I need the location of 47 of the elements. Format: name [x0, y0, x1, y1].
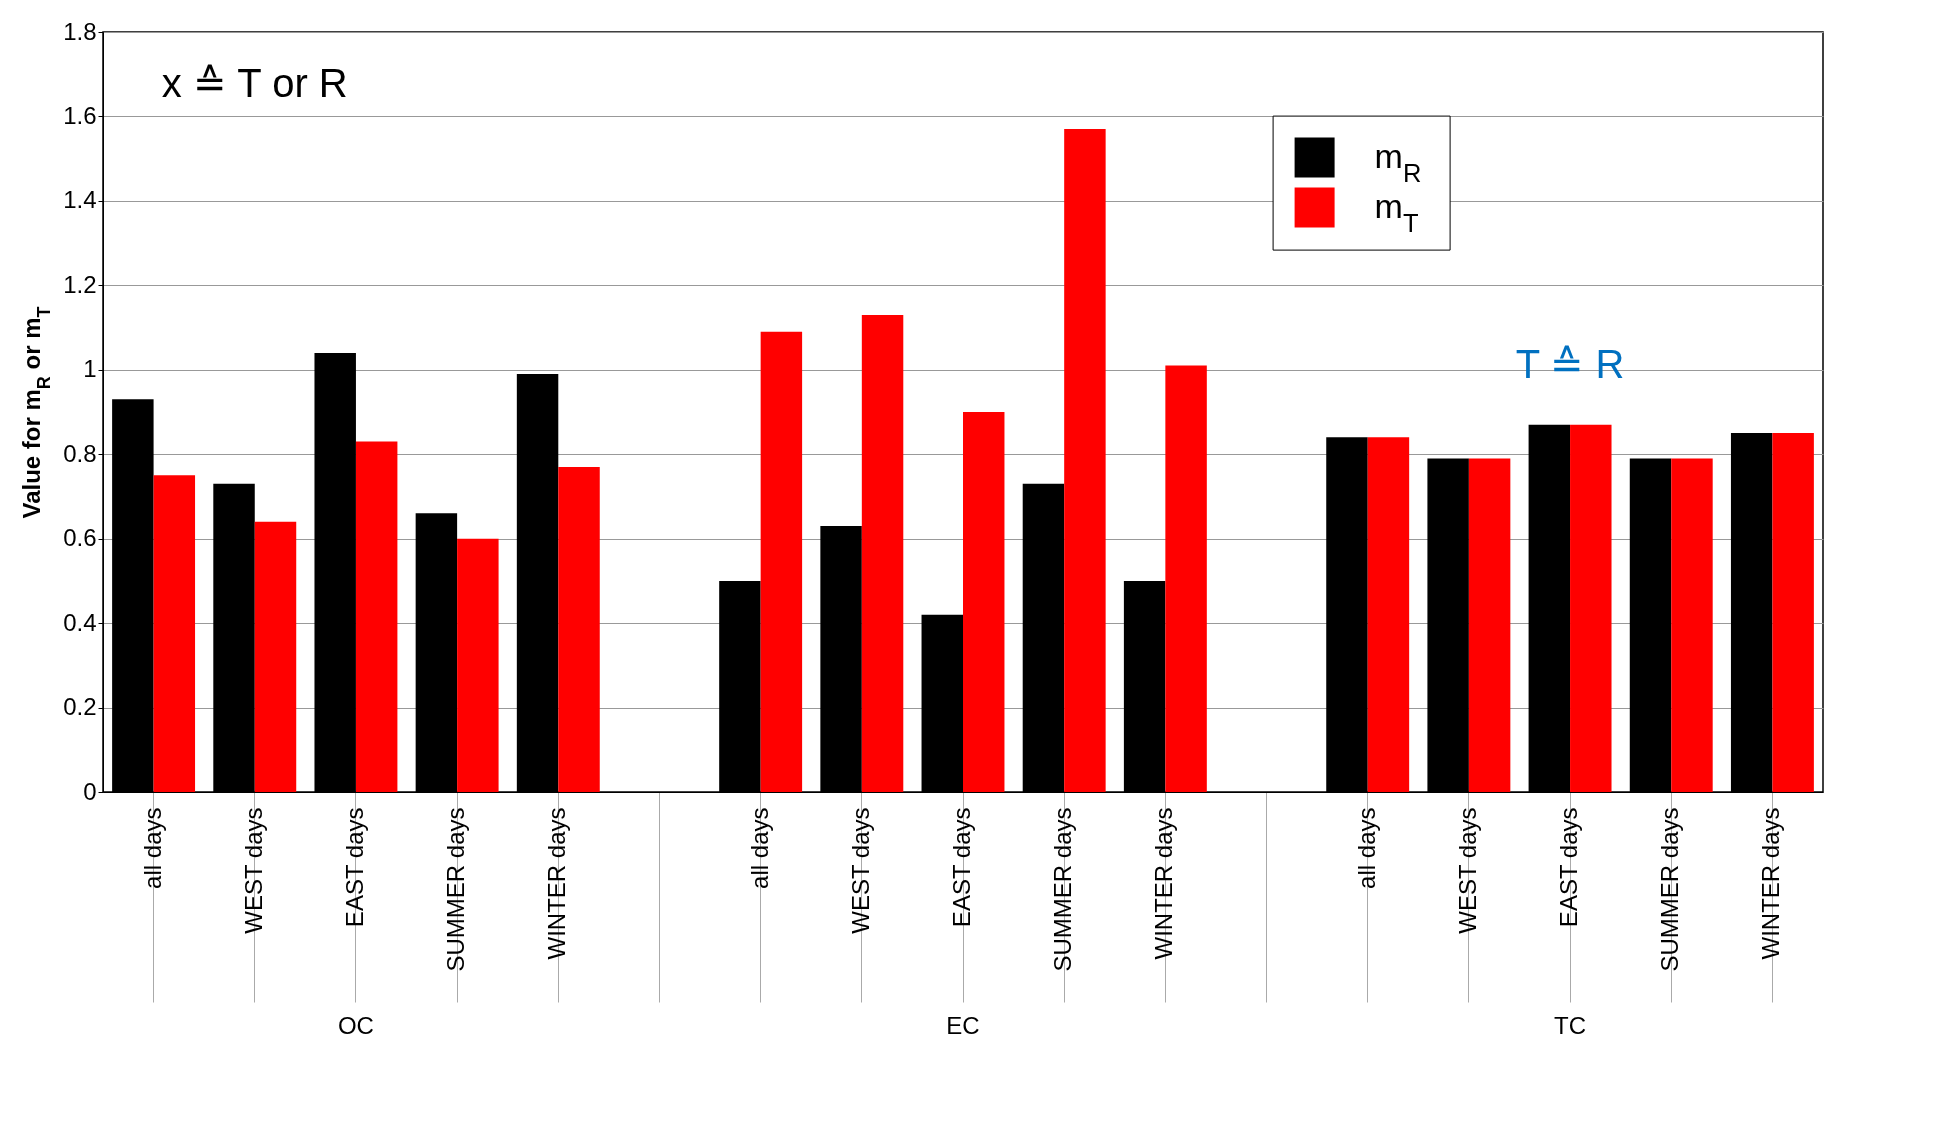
- bar: [1468, 458, 1511, 792]
- x-tick-label: all days: [138, 807, 166, 889]
- text: TC: [1554, 1012, 1587, 1039]
- x-tick-label: all days: [745, 807, 773, 889]
- x-tick-label: SUMMER days: [1049, 807, 1077, 972]
- bar: [1367, 437, 1410, 792]
- bar: [861, 314, 904, 792]
- x-tick-label: WEST days: [1453, 807, 1481, 934]
- bar: [760, 331, 803, 792]
- bar: [1772, 433, 1814, 792]
- x-tick-label: EAST days: [1555, 807, 1583, 928]
- x-tick-label: WEST days: [239, 807, 267, 934]
- y-tick-label: 1.8: [63, 17, 97, 45]
- bar: [1671, 458, 1713, 792]
- y-tick-label: 1.4: [63, 186, 97, 214]
- y-tick-label: 1: [83, 355, 97, 383]
- x-tick-label: SUMMER days: [1656, 807, 1684, 972]
- bar: [153, 475, 196, 792]
- bar: [254, 521, 297, 792]
- bar: [457, 538, 499, 792]
- x-tick-label: EAST days: [948, 807, 975, 928]
- bar: [1064, 129, 1106, 792]
- x-tick-label: WINTER days: [1150, 807, 1178, 960]
- legend-label: m$_{T}$: [1374, 186, 1419, 237]
- legend-label: m$_{R}$: [1374, 136, 1422, 187]
- x-tick-label: EAST days: [340, 807, 368, 928]
- bar: [1165, 365, 1207, 792]
- x-tick-label: WINTER days: [543, 807, 571, 960]
- x-tick-label: WEST days: [846, 807, 874, 934]
- bar: [1570, 424, 1612, 792]
- y-tick-label: 0.8: [63, 439, 97, 467]
- y-tick-label: 1.6: [63, 101, 97, 129]
- y-tick-label: 0: [83, 777, 97, 805]
- bar: [558, 466, 600, 792]
- bar: [963, 412, 1005, 792]
- y-tick-label: 0.6: [63, 524, 97, 552]
- y-tick-label: 1.2: [63, 270, 97, 298]
- text: OC: [337, 1012, 374, 1039]
- x-tick-label: SUMMER days: [442, 807, 470, 972]
- y-tick-label: 0.4: [63, 608, 97, 636]
- annotation: x ≙ T or R: [161, 61, 348, 106]
- x-tick-label: all days: [1352, 807, 1380, 889]
- x-tick-label: WINTER days: [1757, 807, 1785, 960]
- text: EC: [946, 1012, 980, 1039]
- bar: [355, 441, 398, 792]
- y-tick-label: 0.2: [63, 693, 97, 721]
- annotation: T ≙ R: [1515, 342, 1625, 387]
